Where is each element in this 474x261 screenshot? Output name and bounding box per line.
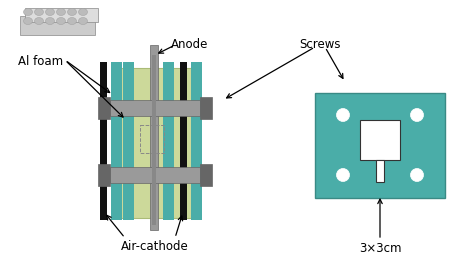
Bar [200,164,212,186]
Ellipse shape [79,9,88,15]
Bar [140,125,164,153]
Bar [110,167,200,183]
Bar [180,62,187,220]
Bar [150,45,158,230]
Text: Screws: Screws [299,38,341,51]
Bar [98,97,110,119]
Ellipse shape [67,17,76,25]
Ellipse shape [46,17,55,25]
Ellipse shape [56,9,65,15]
Bar [98,164,110,186]
Ellipse shape [410,109,423,122]
Ellipse shape [410,169,423,181]
Text: 3×3cm: 3×3cm [359,242,401,255]
Ellipse shape [46,9,55,15]
Ellipse shape [337,109,349,122]
Ellipse shape [35,17,44,25]
Bar [200,97,212,119]
Bar [20,16,95,35]
Ellipse shape [24,9,33,15]
Bar [110,100,200,116]
Bar [360,120,400,160]
Text: Anode: Anode [171,38,209,51]
Ellipse shape [56,17,65,25]
Bar [111,62,122,220]
Ellipse shape [79,17,88,25]
Bar [152,55,156,225]
Bar [163,62,174,220]
Bar [123,62,134,220]
Bar [118,68,192,218]
Ellipse shape [67,9,76,15]
Ellipse shape [35,9,44,15]
Bar [315,93,445,198]
Ellipse shape [337,169,349,181]
Bar [25,8,98,22]
Ellipse shape [24,17,33,25]
Text: Al foam: Al foam [18,55,63,68]
Text: Air-cathode: Air-cathode [121,240,189,253]
Bar [376,160,384,182]
Bar [100,62,107,220]
Bar [191,62,202,220]
